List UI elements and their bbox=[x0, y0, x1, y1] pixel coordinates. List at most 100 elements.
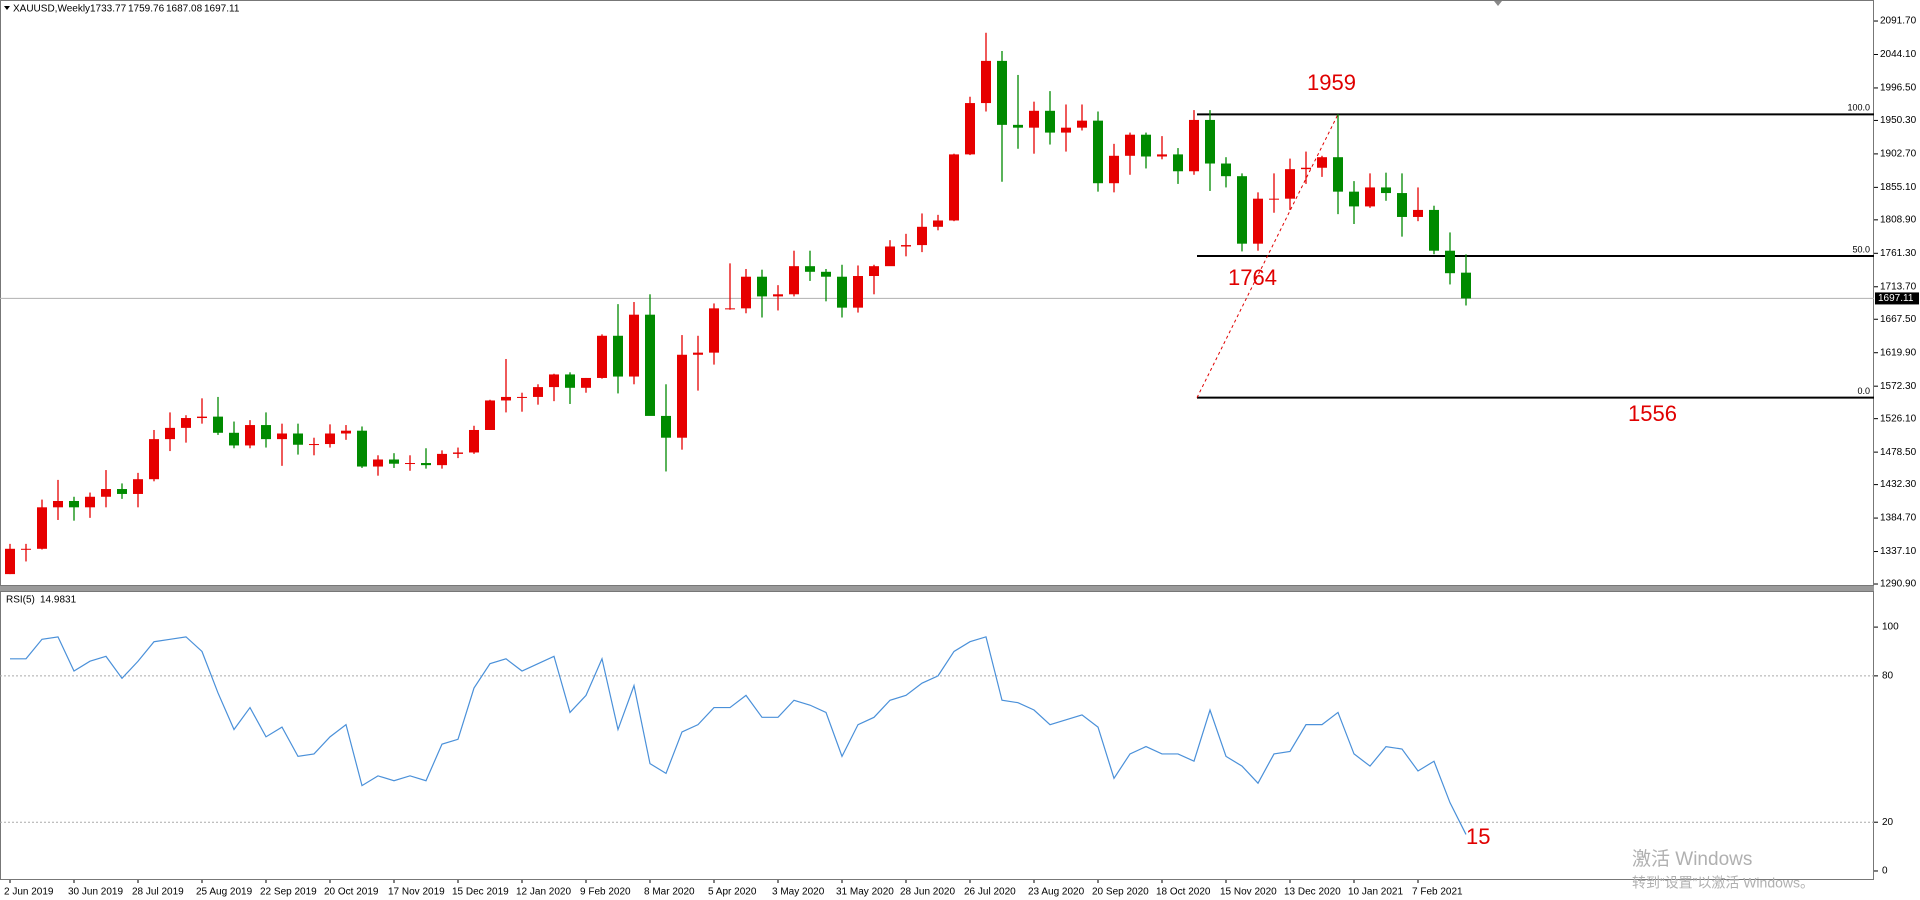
candle-body bbox=[533, 387, 543, 397]
candle-body bbox=[469, 429, 479, 453]
candle-body bbox=[917, 226, 927, 246]
x-tick-label: 23 Aug 2020 bbox=[1028, 887, 1085, 898]
candle-body bbox=[37, 507, 47, 549]
candle-body bbox=[21, 548, 31, 550]
x-tick-label: 30 Jun 2019 bbox=[68, 887, 123, 898]
candle-body bbox=[261, 425, 271, 440]
fib-label: 0.0 bbox=[1857, 386, 1870, 396]
candle-body bbox=[709, 308, 719, 353]
candle-body bbox=[1285, 169, 1295, 199]
fib-label: 100.0 bbox=[1847, 103, 1870, 113]
candle-body bbox=[1205, 119, 1215, 164]
candle-body bbox=[1269, 198, 1279, 200]
y-tick-label: 1337.10 bbox=[1880, 546, 1917, 557]
candle-body bbox=[85, 496, 95, 508]
price-frame bbox=[0, 0, 1874, 586]
candle-body bbox=[373, 459, 383, 467]
y-tick-label: 1572.30 bbox=[1880, 381, 1917, 392]
candle-body bbox=[1141, 134, 1151, 157]
candle-body bbox=[485, 400, 495, 430]
y-tick-label: 1808.90 bbox=[1880, 214, 1917, 225]
candle-body bbox=[277, 433, 287, 440]
fib-label: 50.0 bbox=[1852, 244, 1870, 254]
candle-body bbox=[949, 154, 959, 221]
close: 1697.11 bbox=[204, 4, 240, 15]
candle-body bbox=[629, 314, 639, 377]
open: 1733.77 bbox=[90, 4, 127, 15]
candle-body bbox=[581, 377, 591, 388]
y-tick-label: 1478.50 bbox=[1880, 447, 1917, 458]
x-tick-label: 25 Aug 2019 bbox=[196, 887, 253, 898]
y-tick-label: 1619.90 bbox=[1880, 347, 1917, 358]
candle-body bbox=[437, 453, 447, 466]
y-tick-label: 1950.30 bbox=[1880, 115, 1917, 126]
shift-marker bbox=[1494, 1, 1502, 6]
y-tick-label: 2091.70 bbox=[1880, 16, 1917, 27]
candle-body bbox=[1173, 154, 1183, 172]
candle-body bbox=[1381, 187, 1391, 194]
candle-body bbox=[197, 416, 207, 419]
x-tick-label: 26 Jul 2020 bbox=[964, 887, 1016, 898]
candle-body bbox=[885, 246, 895, 267]
candle-body bbox=[1301, 167, 1311, 170]
candle-body bbox=[1445, 250, 1455, 274]
candle-body bbox=[997, 60, 1007, 125]
candle-body bbox=[341, 430, 351, 434]
candle-body bbox=[981, 60, 991, 104]
fib-trend bbox=[1196, 114, 1339, 398]
x-tick-label: 2 Jun 2019 bbox=[4, 887, 54, 898]
x-tick-label: 20 Oct 2019 bbox=[324, 887, 379, 898]
x-tick-label: 13 Dec 2020 bbox=[1284, 887, 1341, 898]
candle-body bbox=[677, 354, 687, 438]
candle-body bbox=[229, 432, 239, 446]
header-triangle bbox=[4, 6, 10, 10]
x-tick-label: 9 Feb 2020 bbox=[580, 887, 631, 898]
annotation: 1764 bbox=[1228, 265, 1277, 290]
candle-body bbox=[1157, 154, 1167, 157]
candle-body bbox=[933, 220, 943, 227]
x-tick-label: 8 Mar 2020 bbox=[644, 887, 695, 898]
candle-body bbox=[597, 335, 607, 378]
candle-body bbox=[1397, 193, 1407, 217]
candle-body bbox=[869, 266, 879, 277]
candle-body bbox=[901, 245, 911, 247]
candle-body bbox=[565, 374, 575, 388]
rsi-tick-label: 0 bbox=[1882, 866, 1888, 877]
candle-body bbox=[821, 271, 831, 277]
annotation: 15 bbox=[1466, 824, 1490, 849]
candle-body bbox=[1461, 272, 1471, 299]
candle-body bbox=[517, 396, 527, 398]
x-tick-label: 28 Jul 2019 bbox=[132, 887, 184, 898]
x-tick-label: 15 Nov 2020 bbox=[1220, 887, 1277, 898]
x-tick-label: 10 Jan 2021 bbox=[1348, 887, 1403, 898]
watermark: 转到“设置”以激活 Windows。 bbox=[1632, 875, 1814, 891]
x-tick-label: 22 Sep 2019 bbox=[260, 887, 317, 898]
candle-body bbox=[613, 335, 623, 377]
candle-body bbox=[1349, 191, 1359, 207]
candle-body bbox=[1333, 157, 1343, 192]
candle-body bbox=[1093, 120, 1103, 184]
x-tick-label: 15 Dec 2019 bbox=[452, 887, 509, 898]
current-price-box bbox=[1875, 292, 1919, 305]
x-tick-label: 28 Jun 2020 bbox=[900, 887, 955, 898]
candle-body bbox=[101, 489, 111, 497]
y-tick-label: 1384.70 bbox=[1880, 513, 1917, 524]
low: 1687.08 bbox=[166, 4, 203, 15]
y-tick-label: 1526.10 bbox=[1880, 413, 1917, 424]
candle-body bbox=[1317, 157, 1327, 168]
candle-body bbox=[741, 276, 751, 309]
candle-body bbox=[853, 276, 863, 308]
candle-body bbox=[1109, 155, 1119, 184]
y-tick-label: 1855.10 bbox=[1880, 182, 1917, 193]
x-tick-label: 17 Nov 2019 bbox=[388, 887, 445, 898]
candle-body bbox=[789, 266, 799, 295]
y-tick-label: 1902.70 bbox=[1880, 149, 1917, 160]
symbol: XAUUSD,Weekly bbox=[13, 4, 90, 15]
candle-body bbox=[773, 294, 783, 297]
candle-body bbox=[357, 430, 367, 467]
y-tick-label: 1996.50 bbox=[1880, 83, 1917, 94]
candle-body bbox=[1045, 110, 1055, 133]
candle-body bbox=[645, 314, 655, 416]
candle-body bbox=[805, 266, 815, 272]
candle-body bbox=[5, 548, 15, 575]
